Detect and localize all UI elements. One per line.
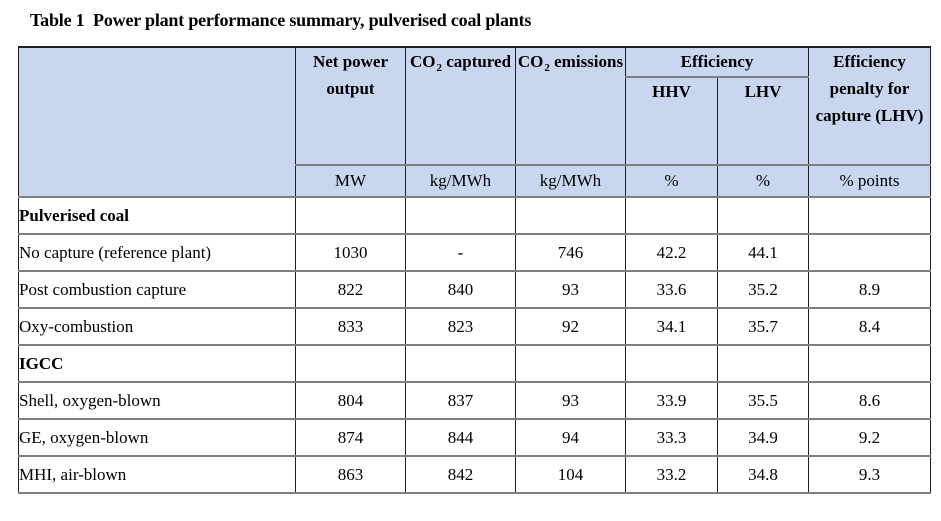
cell-co2-emissions <box>515 344 626 383</box>
unit-net-power: MW <box>295 164 406 198</box>
cell-efficiency-lhv: 35.5 <box>716 381 810 420</box>
cell-co2-emissions <box>515 196 626 235</box>
cell-efficiency-penalty: 9.2 <box>808 418 932 457</box>
co2-emissions-base: CO <box>517 52 544 71</box>
col-header-hhv: HHV <box>625 76 718 166</box>
col-header-efficiency: Efficiency <box>624 46 810 78</box>
cell-net-power: 874 <box>295 418 406 457</box>
cell-co2-captured <box>405 344 516 383</box>
unit-co2-emissions: kg/MWh <box>515 164 626 198</box>
cell-co2-captured: 840 <box>405 270 516 309</box>
row-label: Post combustion capture <box>18 270 296 309</box>
row-label: Shell, oxygen-blown <box>18 381 296 420</box>
cell-efficiency-lhv: 34.9 <box>716 418 810 457</box>
unit-hhv: % <box>625 164 718 198</box>
cell-net-power: 1030 <box>295 233 406 272</box>
cell-efficiency-penalty <box>808 233 932 272</box>
cell-efficiency-lhv: 44.1 <box>716 233 810 272</box>
row-label: Oxy-combustion <box>18 307 296 346</box>
header-row-sub: HHV LHV <box>19 76 931 166</box>
co2-emissions-subscript: 2 <box>544 62 550 75</box>
section-row-pulverised-coal: Pulverised coal <box>18 196 932 235</box>
cell-efficiency-hhv: 33.2 <box>625 455 718 494</box>
document-page: Table 1 Power plant performance summary,… <box>0 10 941 521</box>
co2-captured-base: CO <box>409 52 436 71</box>
cell-co2-emissions: 93 <box>515 381 626 420</box>
co2-emissions-rest: emissions <box>549 52 624 71</box>
cell-efficiency-lhv <box>716 344 810 383</box>
col-header-net-power: Net power output <box>295 46 406 166</box>
cell-efficiency-penalty <box>808 196 932 235</box>
co2-captured-subscript: 2 <box>436 62 442 75</box>
row-mhi-air-blown: MHI, air-blown 863 842 104 33.2 34.8 9.3 <box>18 455 932 494</box>
col-header-efficiency-penalty: Efficiency penalty for capture (LHV) <box>808 46 932 166</box>
row-no-capture-reference-plant: No capture (reference plant) 1030 - 746 … <box>18 233 932 272</box>
header-row-top: Net power output CO2 captured CO2 emissi… <box>18 46 932 198</box>
cell-efficiency-penalty <box>808 344 932 383</box>
cell-net-power: 822 <box>295 270 406 309</box>
row-oxy-combustion: Oxy-combustion 833 823 92 34.1 35.7 8.4 <box>18 307 932 346</box>
cell-efficiency-penalty: 8.6 <box>808 381 932 420</box>
col-header-co2-captured: CO2 captured <box>405 46 516 166</box>
cell-efficiency-lhv: 35.7 <box>716 307 810 346</box>
cell-co2-emissions: 93 <box>515 270 626 309</box>
cell-efficiency-penalty: 8.4 <box>808 307 932 346</box>
cell-net-power: 863 <box>295 455 406 494</box>
cell-co2-captured: 823 <box>405 307 516 346</box>
unit-lhv: % <box>716 164 810 198</box>
performance-table: Net power output CO2 captured CO2 emissi… <box>18 46 932 494</box>
corner-header-cell <box>18 46 296 198</box>
cell-co2-captured: 844 <box>405 418 516 457</box>
cell-efficiency-lhv: 34.8 <box>716 455 810 494</box>
cell-efficiency-penalty: 9.3 <box>808 455 932 494</box>
row-label: No capture (reference plant) <box>18 233 296 272</box>
cell-efficiency-hhv: 42.2 <box>625 233 718 272</box>
cell-efficiency-hhv: 34.1 <box>625 307 718 346</box>
cell-co2-emissions: 104 <box>515 455 626 494</box>
cell-co2-emissions: 94 <box>515 418 626 457</box>
cell-efficiency-penalty: 8.9 <box>808 270 932 309</box>
cell-efficiency-hhv <box>625 344 718 383</box>
row-label: Pulverised coal <box>18 196 296 235</box>
row-label: GE, oxygen-blown <box>18 418 296 457</box>
unit-co2-captured: kg/MWh <box>405 164 516 198</box>
cell-co2-emissions: 746 <box>515 233 626 272</box>
cell-net-power <box>295 196 406 235</box>
cell-net-power <box>295 344 406 383</box>
cell-co2-captured: 837 <box>405 381 516 420</box>
units-row: MW kg/MWh kg/MWh % % % points <box>19 164 932 198</box>
cell-co2-captured: 842 <box>405 455 516 494</box>
cell-co2-captured: - <box>405 233 516 272</box>
table-title: Table 1 Power plant performance summary,… <box>30 10 532 30</box>
co2-captured-rest: captured <box>441 52 512 71</box>
row-label: MHI, air-blown <box>18 455 296 494</box>
row-ge-oxygen-blown: GE, oxygen-blown 874 844 94 33.3 34.9 9.… <box>18 418 932 457</box>
cell-efficiency-hhv: 33.3 <box>625 418 718 457</box>
section-row-igcc: IGCC <box>18 344 932 383</box>
cell-co2-emissions: 92 <box>515 307 626 346</box>
row-shell-oxygen-blown: Shell, oxygen-blown 804 837 93 33.9 35.5… <box>18 381 932 420</box>
cell-efficiency-hhv: 33.6 <box>625 270 718 309</box>
col-header-lhv: LHV <box>716 76 810 166</box>
cell-net-power: 833 <box>295 307 406 346</box>
cell-efficiency-lhv <box>716 196 810 235</box>
col-header-co2-emissions: CO2 emissions <box>515 46 626 166</box>
cell-efficiency-hhv <box>625 196 718 235</box>
cell-efficiency-lhv: 35.2 <box>716 270 810 309</box>
cell-co2-captured <box>405 196 516 235</box>
cell-net-power: 804 <box>295 381 406 420</box>
cell-efficiency-hhv: 33.9 <box>625 381 718 420</box>
unit-efficiency-penalty: % points <box>808 164 932 198</box>
row-label: IGCC <box>18 344 296 383</box>
row-post-combustion-capture: Post combustion capture 822 840 93 33.6 … <box>18 270 932 309</box>
